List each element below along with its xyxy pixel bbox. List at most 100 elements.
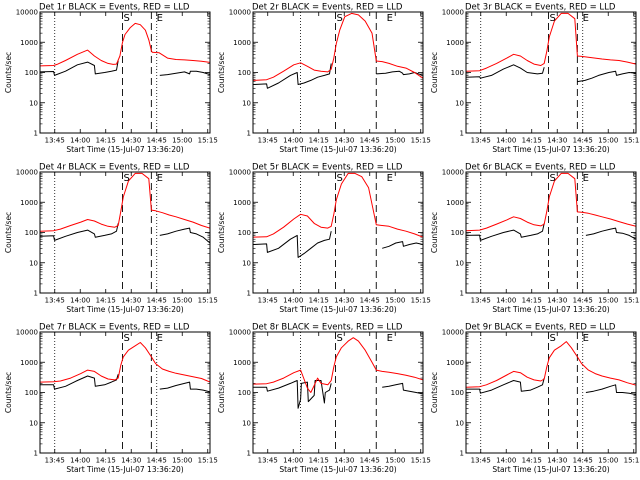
- x-tick-label: 14:30: [121, 297, 141, 305]
- x-tick-label: 13:45: [258, 137, 278, 145]
- plot-frame: [39, 331, 211, 454]
- events-series-line: [466, 377, 636, 396]
- y-axis-label: Counts/sec: [217, 52, 226, 93]
- x-tick-label: 14:45: [147, 297, 167, 305]
- det-9r-panel: Det 9r BLACK = Events, RED = LLD Counts/s…: [430, 323, 640, 475]
- y-tick-label: 10000: [442, 169, 464, 177]
- x-tick-label: 15:15: [411, 297, 431, 305]
- panel-title: Det 5r BLACK = Events, RED = LLD: [252, 163, 403, 173]
- x-tick-label: 14:00: [283, 457, 303, 465]
- x-tick-label: 14:45: [360, 457, 380, 465]
- y-tick-label: 10000: [229, 9, 251, 17]
- plot-frame: [465, 331, 637, 454]
- y-tick-label: 10000: [16, 9, 38, 17]
- x-tick-label: 14:00: [70, 457, 90, 465]
- x-tick-label: 14:30: [547, 457, 567, 465]
- plot-frame: [252, 11, 424, 134]
- det-2r-panel: Det 2r BLACK = Events, RED = LLD Counts/s…: [217, 3, 431, 155]
- end-marker-label: E: [583, 13, 589, 24]
- y-tick-label: 10000: [16, 169, 38, 177]
- x-tick-label: 14:15: [96, 137, 116, 145]
- x-tick-label: 14:15: [96, 297, 116, 305]
- y-tick-label: 1: [460, 450, 464, 458]
- y-tick-label: 1000: [20, 39, 38, 47]
- plot-frame: [39, 11, 211, 134]
- x-tick-label: 14:00: [496, 137, 516, 145]
- x-tick-label: 13:45: [258, 457, 278, 465]
- x-tick-label: 15:15: [624, 297, 640, 305]
- start-marker-label: S: [336, 333, 342, 344]
- det-6r-panel: Det 6r BLACK = Events, RED = LLD Counts/s…: [430, 163, 640, 315]
- x-tick-label: 15:00: [172, 137, 192, 145]
- x-tick-label: 14:30: [334, 297, 354, 305]
- x-axis-label: Start Time (15-Jul-07 13:36:20): [66, 305, 183, 314]
- y-tick-label: 10: [29, 259, 38, 267]
- y-axis-label: Counts/sec: [4, 52, 13, 93]
- y-axis-label: Counts/sec: [430, 52, 439, 93]
- plot-frame: [252, 171, 424, 294]
- y-tick-label: 1000: [446, 39, 464, 47]
- plot-area: [466, 341, 636, 396]
- x-tick-label: 15:15: [624, 137, 640, 145]
- plot-frame: [465, 171, 637, 294]
- x-tick-label: 15:00: [598, 297, 618, 305]
- start-marker-label: S: [549, 13, 555, 24]
- panel-title: Det 7r BLACK = Events, RED = LLD: [39, 323, 190, 333]
- y-tick-label: 10000: [229, 169, 251, 177]
- end-marker-label: E: [387, 333, 393, 344]
- plot-area: [253, 337, 423, 409]
- plot-area: [253, 12, 423, 89]
- end-marker-label: E: [157, 173, 163, 184]
- x-tick-label: 14:15: [309, 457, 329, 465]
- events-series-line: [253, 63, 423, 89]
- start-marker-label: S: [549, 333, 555, 344]
- end-marker-label: E: [583, 333, 589, 344]
- y-tick-label: 100: [25, 389, 38, 397]
- end-marker-label: E: [387, 173, 393, 184]
- x-tick-label: 15:15: [411, 457, 431, 465]
- events-series-line: [40, 223, 210, 244]
- x-tick-label: 15:00: [598, 457, 618, 465]
- y-tick-label: 1000: [20, 359, 38, 367]
- x-axis-label: Start Time (15-Jul-07 13:36:20): [66, 145, 183, 154]
- plot-frame: [252, 331, 424, 454]
- x-tick-label: 14:30: [547, 297, 567, 305]
- x-axis-label: Start Time (15-Jul-07 13:36:20): [492, 305, 609, 314]
- x-axis-label: Start Time (15-Jul-07 13:36:20): [492, 145, 609, 154]
- start-marker-label: S: [123, 173, 129, 184]
- y-axis-label: Counts/sec: [430, 372, 439, 413]
- plot-area: [466, 172, 636, 241]
- plot-area: [466, 12, 636, 83]
- y-tick-label: 10000: [229, 329, 251, 337]
- x-axis-label: Start Time (15-Jul-07 13:36:20): [279, 305, 396, 314]
- start-marker-label: S: [549, 173, 555, 184]
- x-tick-label: 15:00: [385, 297, 405, 305]
- end-marker-label: E: [387, 13, 393, 24]
- x-tick-label: 14:30: [334, 457, 354, 465]
- y-axis-label: Counts/sec: [4, 212, 13, 253]
- x-axis-label: Start Time (15-Jul-07 13:36:20): [279, 145, 396, 154]
- y-axis-label: Counts/sec: [4, 372, 13, 413]
- x-axis-label: Start Time (15-Jul-07 13:36:20): [66, 465, 183, 474]
- lld-series-line: [40, 22, 210, 67]
- y-tick-label: 100: [238, 69, 251, 77]
- y-tick-label: 1: [247, 290, 251, 298]
- det-5r-panel: Det 5r BLACK = Events, RED = LLD Counts/s…: [217, 163, 431, 315]
- det-4r-panel: Det 4r BLACK = Events, RED = LLD Counts/s…: [4, 163, 218, 315]
- x-tick-label: 13:45: [258, 297, 278, 305]
- y-tick-label: 1000: [446, 359, 464, 367]
- panel-title: Det 6r BLACK = Events, RED = LLD: [465, 163, 616, 173]
- x-axis-label: Start Time (15-Jul-07 13:36:20): [492, 465, 609, 474]
- y-tick-label: 100: [25, 229, 38, 237]
- x-tick-label: 14:00: [496, 297, 516, 305]
- y-tick-label: 100: [238, 229, 251, 237]
- y-tick-label: 10000: [442, 329, 464, 337]
- panel-title: Det 1r BLACK = Events, RED = LLD: [39, 3, 190, 13]
- lld-series-line: [40, 172, 210, 232]
- y-tick-label: 1: [460, 290, 464, 298]
- y-tick-label: 1: [34, 290, 38, 298]
- x-tick-label: 14:45: [360, 137, 380, 145]
- x-tick-label: 15:00: [385, 137, 405, 145]
- x-tick-label: 15:15: [198, 297, 218, 305]
